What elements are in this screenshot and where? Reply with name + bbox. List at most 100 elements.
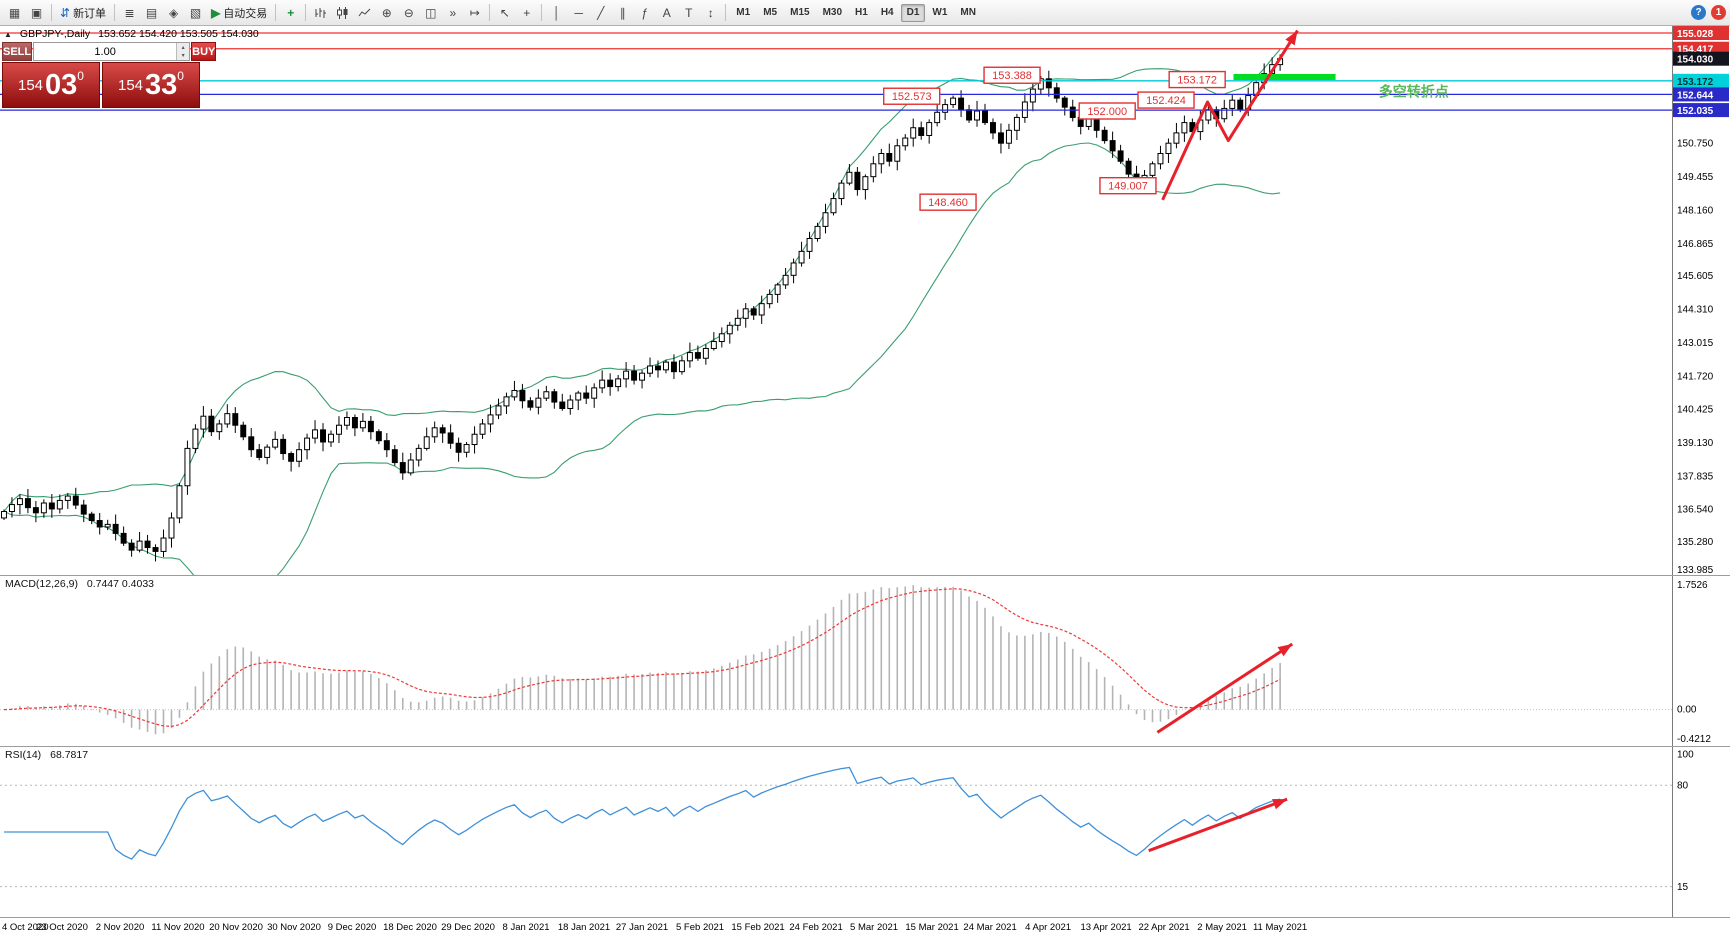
date-label: 18 Dec 2020 (383, 922, 437, 933)
zoom-in-button[interactable]: ⊕ (376, 3, 397, 23)
chart-shift-button[interactable]: ↦ (464, 3, 485, 23)
macd-name: MACD(12,26,9) (5, 578, 78, 590)
rsi-label: RSI(14) 68.7817 (5, 749, 88, 761)
symbol-period-label: GBPJPY-,Daily (19, 28, 91, 40)
bid-price-button[interactable]: 154 03 0 (2, 62, 100, 108)
date-label: 15 Mar 2021 (905, 922, 959, 933)
new-chart-button[interactable]: ▦ (4, 3, 25, 23)
trendline-button[interactable]: ╱ (590, 3, 611, 23)
new-order-icon: ⇵ (60, 5, 71, 20)
auto-scroll-button[interactable]: » (442, 3, 463, 23)
toolbar-separator (489, 4, 491, 21)
date-label: 24 Mar 2021 (963, 922, 1017, 933)
arrows-button[interactable]: ↕ (700, 3, 721, 23)
volume-up-button[interactable]: ▴ (181, 44, 185, 51)
svg-text:148.460: 148.460 (928, 197, 968, 209)
time-axis[interactable]: 4 Oct 2020 23 Oct 2020 2 Nov 2020 11 Nov 20… (0, 917, 1730, 937)
one-click-collapse-icon[interactable]: ▲ (4, 29, 12, 39)
fibonacci-button[interactable]: ƒ (634, 3, 655, 23)
svg-text:154.417: 154.417 (1677, 45, 1714, 56)
bar-chart-button[interactable] (310, 3, 331, 23)
timeframe-m1-button[interactable]: M1 (736, 7, 751, 18)
timeframe-mn-button[interactable]: MN (960, 7, 976, 18)
terminal-icon: ▧ (189, 5, 202, 20)
timeframe-m15-button[interactable]: M15 (790, 7, 810, 18)
timeframe-h4-button[interactable]: H4 (880, 7, 894, 18)
timeframe-w1-button[interactable]: W1 (932, 7, 948, 18)
autotrading-label: 自动交易 (223, 7, 268, 20)
vertical-line-button[interactable]: │ (546, 3, 567, 23)
toolbar-separator (114, 4, 116, 21)
timeframe-d1-button[interactable]: D1 (900, 3, 926, 22)
fibonacci-icon: ƒ (641, 5, 649, 20)
ask-pipette: 0 (177, 69, 184, 83)
text-button[interactable]: A (656, 3, 677, 23)
terminal-button[interactable]: ▧ (185, 3, 206, 23)
cursor-icon: ↖ (499, 5, 510, 20)
svg-text:146.865: 146.865 (1677, 239, 1714, 250)
svg-text:153.388: 153.388 (992, 70, 1032, 82)
volume-input[interactable] (34, 43, 177, 60)
svg-text:139.130: 139.130 (1677, 438, 1714, 449)
date-label: 11 Nov 2020 (151, 922, 205, 933)
svg-text:136.540: 136.540 (1677, 505, 1714, 516)
data-window-button[interactable]: ▤ (141, 3, 162, 23)
indicators-button[interactable]: + (280, 3, 301, 23)
autotrading-play-icon: ▶ (211, 5, 221, 20)
tile-windows-button[interactable]: ◫ (420, 3, 441, 23)
profiles-button[interactable]: ▣ (26, 3, 47, 23)
ask-price-button[interactable]: 154 33 0 (102, 62, 200, 108)
market-watch-button[interactable]: ≣ (119, 3, 140, 23)
candlestick-button[interactable] (332, 3, 353, 23)
svg-text:143.015: 143.015 (1677, 338, 1714, 349)
price-chart[interactable]: 多空转折点 153.388 152.573 152.000 152.424 153.172… (0, 26, 1730, 575)
date-label: 24 Feb 2021 (789, 922, 843, 933)
rsi-panel: 100 80 15 RSI(14) 68.7817 (0, 746, 1730, 917)
cursor-button[interactable]: ↖ (494, 3, 515, 23)
autotrading-button[interactable]: ▶ 自动交易 (207, 3, 271, 23)
svg-text:15: 15 (1677, 882, 1689, 893)
sell-button[interactable]: SELL (2, 42, 33, 61)
svg-text:135.280: 135.280 (1677, 537, 1714, 548)
notifications-button[interactable]: 1 (1711, 5, 1726, 20)
date-label: 20 Nov 2020 (209, 922, 263, 933)
channel-button[interactable]: ∥ (612, 3, 633, 23)
timeframe-m5-button[interactable]: M5 (763, 7, 778, 18)
crosshair-button[interactable]: + (516, 3, 537, 23)
timeframe-m30-button[interactable]: M30 (822, 7, 843, 18)
line-chart-button[interactable] (354, 3, 375, 23)
horizontal-line-icon: ─ (574, 5, 584, 20)
navigator-icon: ◈ (168, 5, 179, 20)
channel-icon: ∥ (619, 5, 626, 20)
data-window-icon: ▤ (145, 5, 158, 20)
svg-text:-0.4212: -0.4212 (1677, 734, 1711, 745)
date-label: 29 Dec 2020 (441, 922, 495, 933)
horizontal-line-button[interactable]: ─ (568, 3, 589, 23)
ohlc-values: 153.652 154.420 153.505 154.030 (98, 28, 259, 40)
chart-header: ▲ GBPJPY-,Daily 153.652 154.420 153.505 … (4, 28, 259, 40)
svg-text:137.835: 137.835 (1677, 471, 1714, 482)
svg-text:144.310: 144.310 (1677, 305, 1714, 316)
buy-button[interactable]: BUY (191, 42, 217, 61)
date-label: 2 Nov 2020 (95, 922, 145, 933)
macd-label: MACD(12,26,9) 0.7447 0.4033 (5, 578, 154, 590)
crosshair-icon: + (523, 5, 531, 20)
date-label: 27 Jan 2021 (615, 922, 669, 933)
help-button[interactable]: ? (1691, 5, 1706, 20)
candlestick-icon (337, 6, 348, 19)
svg-text:152.035: 152.035 (1677, 106, 1714, 117)
label-button[interactable]: T (678, 3, 699, 23)
label-icon: T (685, 5, 693, 20)
bid-pipette: 0 (77, 69, 84, 83)
new-chart-icon: ▦ (8, 5, 21, 20)
macd-chart[interactable]: 1.7526 0.00 -0.4212 (0, 576, 1730, 746)
svg-text:154.030: 154.030 (1677, 55, 1714, 66)
rsi-chart[interactable]: 100 80 15 (0, 747, 1730, 917)
bar-chart-icon (315, 7, 327, 18)
timeframe-h1-button[interactable]: H1 (855, 7, 868, 18)
navigator-button[interactable]: ◈ (163, 3, 184, 23)
new-order-button[interactable]: ⇵ 新订单 (56, 3, 110, 23)
volume-down-button[interactable]: ▾ (181, 53, 185, 60)
zoom-out-button[interactable]: ⊖ (398, 3, 419, 23)
toolbar-separator (305, 4, 307, 21)
